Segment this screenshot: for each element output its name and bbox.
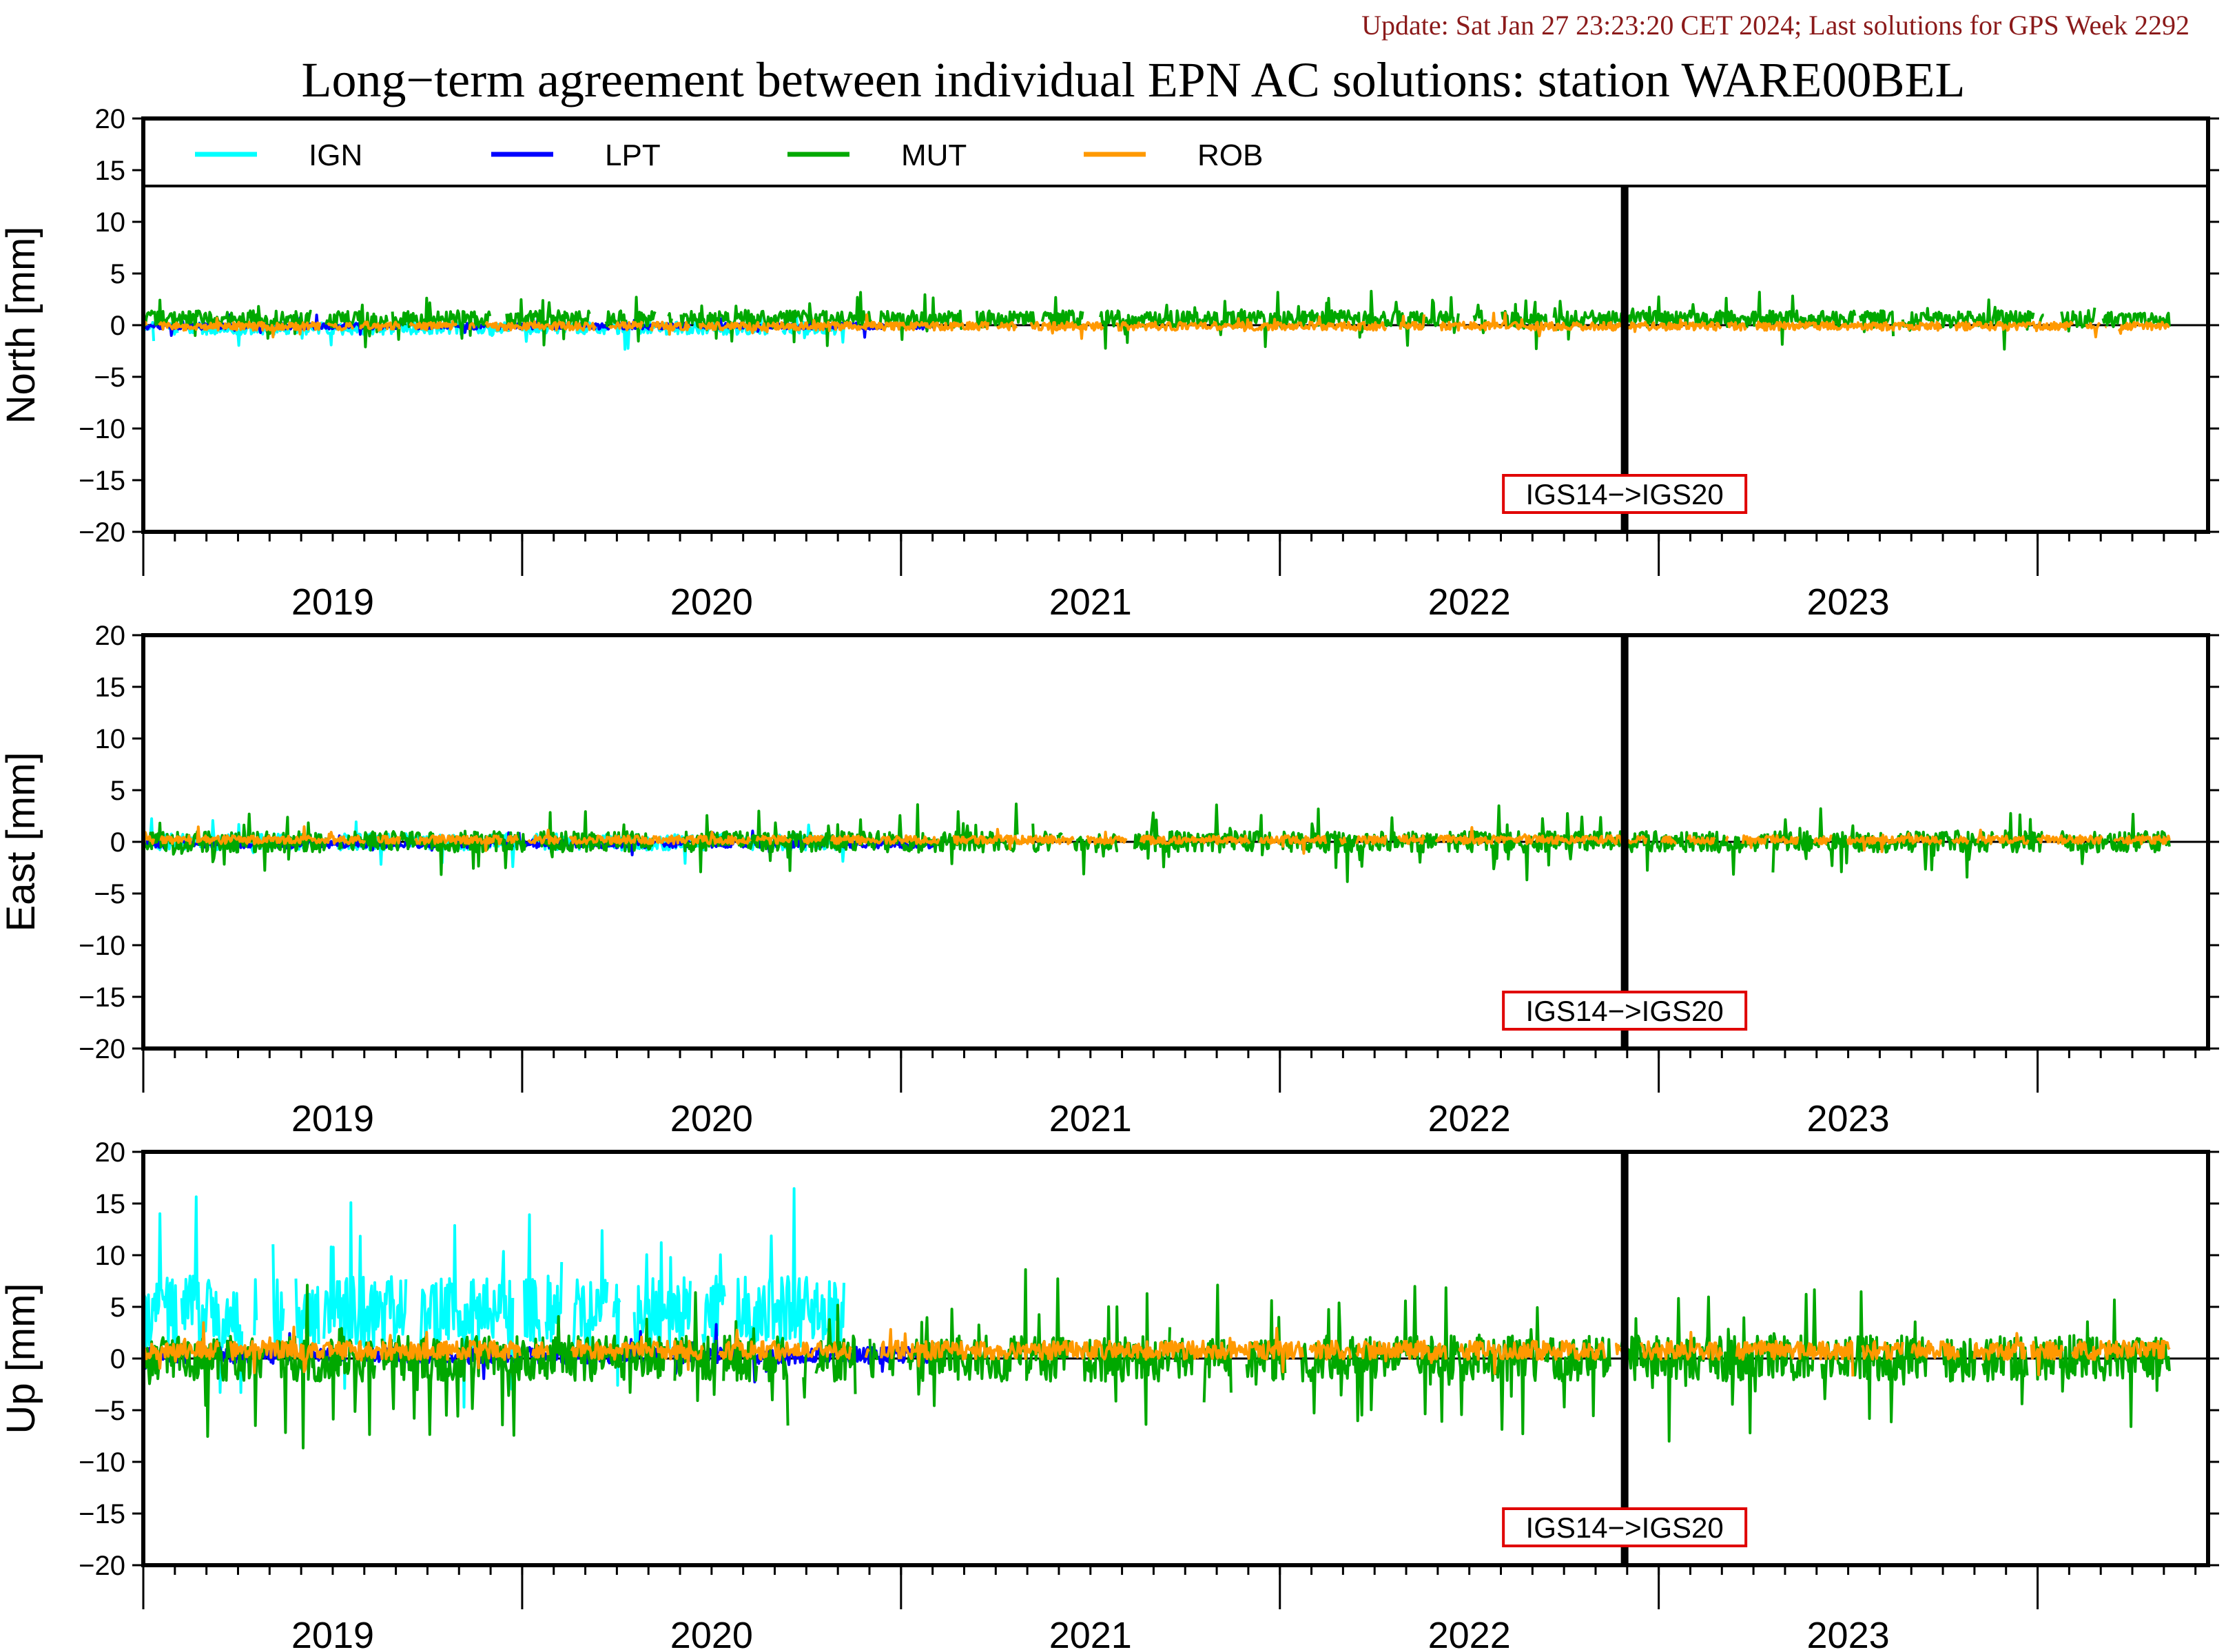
frame-change-label: IGS14−>IGS20	[1526, 478, 1724, 510]
chart-title: Long−term agreement between individual E…	[302, 52, 1966, 107]
x-year-label: 2019	[291, 1615, 374, 1652]
legend-label-mut: MUT	[901, 138, 967, 172]
x-year-label: 2021	[1049, 1098, 1132, 1139]
y-tick-label: 20	[95, 621, 126, 651]
series-group	[143, 289, 2171, 351]
y-tick-label: −10	[79, 1447, 125, 1478]
frame-change-box	[1502, 1507, 1748, 1547]
panel-east: IGS14−>IGS20 20 15 10 5 0 −5 −10 −15 −20 East [mm]…	[0, 621, 2219, 1139]
y-tick-label: −5	[94, 362, 125, 393]
y-tick-label: −20	[79, 1034, 125, 1064]
y-tick-label: 15	[95, 672, 126, 703]
x-year-label: 2020	[670, 1615, 753, 1652]
y-tick-label: −20	[79, 517, 125, 548]
x-year-label: 2021	[1049, 1615, 1132, 1652]
frame-change-box	[1502, 991, 1748, 1031]
legend-label-rob: ROB	[1197, 138, 1263, 172]
legend-label-lpt: LPT	[605, 138, 661, 172]
series-mut	[143, 289, 2171, 351]
x-year-label: 2021	[1049, 581, 1132, 623]
y-tick-label: 0	[110, 827, 125, 858]
y-axis-label-up: Up [mm]	[0, 1283, 43, 1434]
y-tick-label: −5	[94, 879, 125, 909]
frame-change-box	[1502, 474, 1748, 514]
x-year-label: 2019	[291, 581, 374, 623]
y-tick-label: 10	[95, 1241, 126, 1271]
x-year-label: 2022	[1428, 1615, 1511, 1652]
update-timestamp: Update: Sat Jan 27 23:23:20 CET 2024; La…	[1361, 10, 2189, 41]
y-tick-label: −20	[79, 1551, 125, 1581]
plot-panels: IGS14−>IGS20 IGN LPT MUT ROB 20 15 10 5 0 −5 −10 −15…	[0, 104, 2219, 1652]
x-year-label: 2022	[1428, 581, 1511, 623]
y-tick-label: 5	[110, 259, 125, 289]
y-tick-label: 10	[95, 207, 126, 238]
legend-label-ign: IGN	[309, 138, 362, 172]
y-axis-label-north: North [mm]	[0, 227, 43, 424]
y-tick-label: 0	[110, 1344, 125, 1374]
y-tick-label: 10	[95, 724, 126, 754]
y-tick-label: 20	[95, 104, 126, 134]
y-tick-label: −15	[79, 982, 125, 1013]
y-tick-label: −15	[79, 466, 125, 496]
x-year-label: 2023	[1807, 1098, 1890, 1139]
y-tick-label: 20	[95, 1137, 126, 1168]
frame-change-label: IGS14−>IGS20	[1526, 1511, 1724, 1544]
panel-up: IGS14−>IGS20 20 15 10 5 0 −5 −10 −15 −20 Up [mm] 20…	[0, 1137, 2219, 1652]
y-tick-label: −15	[79, 1499, 125, 1529]
legend: IGN LPT MUT ROB	[195, 138, 1263, 172]
y-tick-label: −10	[79, 931, 125, 961]
x-year-label: 2022	[1428, 1098, 1511, 1139]
y-tick-label: 0	[110, 311, 125, 341]
y-tick-label: −5	[94, 1396, 125, 1426]
x-year-label: 2020	[670, 581, 753, 623]
y-axis-label-east: East [mm]	[0, 752, 43, 931]
frame-change-label: IGS14−>IGS20	[1526, 995, 1724, 1027]
x-year-label: 2019	[291, 1098, 374, 1139]
series-group	[143, 803, 2171, 883]
y-tick-label: 5	[110, 1292, 125, 1323]
y-tick-label: 15	[95, 156, 126, 186]
x-year-label: 2020	[670, 1098, 753, 1139]
panel-north: IGS14−>IGS20 IGN LPT MUT ROB 20 15 10 5 0 −5 −10 −15…	[0, 104, 2219, 623]
series-group	[143, 1187, 2171, 1449]
series-rob	[143, 825, 2171, 855]
y-tick-label: 5	[110, 776, 125, 806]
y-tick-label: −10	[79, 414, 125, 444]
x-year-label: 2023	[1807, 1615, 1890, 1652]
x-year-label: 2023	[1807, 581, 1890, 623]
y-tick-label: 15	[95, 1189, 126, 1219]
